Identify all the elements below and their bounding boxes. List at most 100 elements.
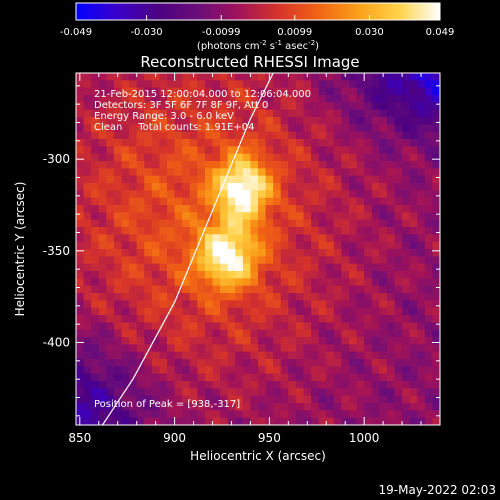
heatmap-cell: [151, 373, 160, 382]
heatmap-cell: [311, 234, 320, 243]
heatmap-cell: [159, 73, 168, 81]
heatmap-cell: [295, 351, 304, 360]
heatmap-cell: [288, 117, 297, 125]
heatmap-cell: [326, 417, 335, 425]
heatmap-cell: [386, 322, 395, 331]
heatmap-cell: [402, 117, 411, 125]
heatmap-cell: [311, 161, 320, 169]
heatmap-cell: [235, 417, 244, 425]
heatmap-cell: [106, 124, 115, 133]
heatmap-cell: [409, 315, 418, 323]
heatmap-cell: [83, 241, 92, 250]
heatmap-cell: [409, 87, 418, 96]
heatmap-cell: [129, 271, 138, 279]
heatmap-cell: [76, 293, 84, 301]
heatmap-cell: [295, 205, 304, 213]
heatmap-cell: [129, 366, 138, 375]
heatmap-cell: [394, 87, 403, 96]
heatmap-cell: [250, 219, 259, 228]
heatmap-cell: [311, 87, 320, 96]
heatmap-cell: [273, 285, 282, 294]
heatmap-cell: [220, 395, 229, 404]
heatmap-cell: [371, 73, 380, 81]
heatmap-cell: [121, 234, 130, 243]
heatmap-cell: [136, 351, 145, 360]
heatmap-cell: [189, 205, 198, 213]
heatmap-cell: [76, 161, 84, 169]
heatmap-cell: [136, 410, 145, 419]
heatmap-cell: [371, 256, 380, 265]
heatmap-cell: [212, 190, 221, 199]
heatmap-cell: [432, 381, 440, 389]
heatmap-cell: [333, 73, 342, 81]
heatmap-cell: [258, 329, 266, 338]
y-tick-label: -300: [43, 152, 70, 166]
heatmap-cell: [349, 329, 357, 338]
heatmap-cell: [242, 73, 251, 81]
heatmap-cell: [424, 256, 433, 265]
heatmap-cell: [432, 271, 440, 279]
heatmap-cell: [424, 241, 433, 250]
heatmap-cell: [303, 271, 312, 279]
heatmap-cell: [265, 146, 274, 155]
heatmap-cell: [273, 87, 282, 96]
heatmap-cell: [144, 410, 153, 419]
heatmap-cell: [288, 183, 297, 191]
heatmap-cell: [326, 293, 335, 301]
heatmap-cell: [356, 183, 365, 191]
heatmap-cell: [258, 175, 266, 184]
heatmap-cell: [83, 227, 92, 235]
heatmap-cell: [303, 366, 312, 375]
heatmap-cell: [91, 109, 100, 118]
heatmap-cell: [386, 249, 395, 257]
heatmap-cell: [402, 271, 411, 279]
heatmap-cell: [409, 190, 418, 199]
heatmap-cell: [303, 395, 312, 404]
heatmap-cell: [220, 87, 229, 96]
heatmap-cell: [417, 80, 426, 89]
heatmap-cell: [144, 351, 153, 360]
heatmap-cell: [151, 337, 160, 345]
heatmap-cell: [106, 293, 115, 301]
heatmap-cell: [151, 124, 160, 133]
heatmap-cell: [136, 395, 145, 404]
heatmap-cell: [326, 117, 335, 125]
heatmap-cell: [182, 410, 191, 419]
heatmap-cell: [417, 329, 426, 338]
heatmap-cell: [349, 234, 357, 243]
heatmap-cell: [386, 175, 395, 184]
heatmap-cell: [204, 183, 213, 191]
heatmap-cell: [265, 351, 274, 360]
heatmap-cell: [379, 278, 388, 287]
heatmap-cell: [98, 263, 107, 272]
heatmap-cell: [295, 153, 304, 162]
heatmap-cell: [227, 373, 236, 382]
heatmap-cell: [356, 190, 365, 199]
heatmap-cell: [197, 263, 206, 272]
heatmap-cell: [288, 146, 297, 155]
heatmap-cell: [106, 153, 115, 162]
heatmap-cell: [303, 219, 312, 228]
heatmap-cell: [136, 373, 145, 382]
heatmap-cell: [409, 139, 418, 147]
heatmap-cell: [136, 344, 145, 353]
heatmap-cell: [250, 351, 259, 360]
heatmap-cell: [129, 344, 138, 353]
heatmap-cell: [106, 161, 115, 169]
heatmap-cell: [379, 197, 388, 206]
colorbar-unit-label: (photons cm-2 s-1 asec-2): [197, 39, 319, 52]
heatmap-cell: [136, 271, 145, 279]
heatmap-cell: [113, 124, 122, 133]
heatmap-cell: [258, 241, 266, 250]
heatmap-cell: [303, 293, 312, 301]
heatmap-cell: [318, 293, 327, 301]
heatmap-cell: [326, 388, 335, 397]
heatmap-cell: [197, 388, 206, 397]
heatmap-cell: [98, 212, 107, 221]
heatmap-cell: [106, 175, 115, 184]
heatmap-cell: [151, 190, 160, 199]
heatmap-cell: [91, 87, 100, 96]
heatmap-cell: [349, 300, 357, 309]
heatmap-cell: [98, 161, 107, 169]
heatmap-cell: [371, 153, 380, 162]
